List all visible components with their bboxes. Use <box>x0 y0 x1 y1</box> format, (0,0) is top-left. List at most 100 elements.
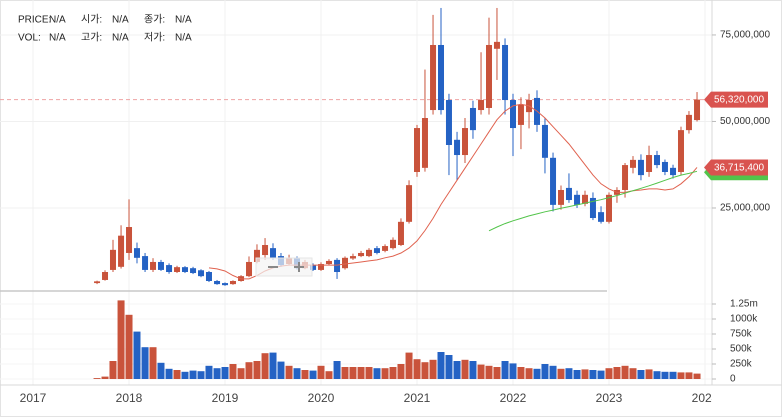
volume-tick-label: 500k <box>730 344 753 355</box>
volume-bar <box>597 370 605 379</box>
volume-bar <box>141 347 149 379</box>
volume-bar <box>461 359 469 379</box>
volume-bar <box>109 361 117 379</box>
volume-bar <box>685 372 693 379</box>
candle-body <box>390 239 397 249</box>
candle-body <box>454 139 461 156</box>
volume-bar <box>405 352 413 379</box>
volume-bar <box>213 368 221 379</box>
volume-bar <box>261 353 269 379</box>
price-tag-label: 36,715,400 <box>714 163 764 174</box>
volume-tick-label: 750k <box>730 329 753 340</box>
legend-label: 시가: <box>81 14 102 26</box>
legend-value: N/A <box>175 33 192 44</box>
candle-body <box>462 128 469 156</box>
volume-bar <box>173 370 181 379</box>
volume-bar <box>157 362 165 379</box>
volume-bar <box>557 368 565 379</box>
volume-bar <box>605 368 613 379</box>
volume-bar <box>325 371 333 379</box>
candle-body <box>502 44 509 101</box>
candle-body <box>198 270 205 277</box>
candle-body <box>574 194 581 205</box>
volume-bar <box>437 352 445 379</box>
volume-bar <box>549 365 557 379</box>
volume-tick-label: 1000k <box>730 314 758 325</box>
volume-bar <box>357 367 365 379</box>
volume-bar <box>197 371 205 379</box>
volume-bar <box>629 368 637 379</box>
x-tick-label: 2020 <box>308 391 335 405</box>
candle-body <box>190 268 197 274</box>
candle-body <box>246 261 253 277</box>
candle-body <box>677 130 684 172</box>
candle-body <box>102 272 109 280</box>
volume-bar <box>269 352 277 379</box>
x-tick-label: 2019 <box>212 391 239 405</box>
candle-body <box>510 100 517 129</box>
zoom-control <box>255 257 313 277</box>
volume-bar <box>93 378 101 379</box>
candle-body <box>694 99 701 121</box>
volume-bar <box>293 368 301 379</box>
candle-body <box>342 257 349 269</box>
candle-body <box>142 256 149 270</box>
candle-body <box>157 261 164 270</box>
volume-bar <box>669 371 677 379</box>
candle-body <box>517 104 524 125</box>
candle-body <box>598 212 605 222</box>
candle-body <box>373 248 380 253</box>
candle-body <box>406 185 413 222</box>
volume-bar <box>237 368 245 379</box>
candle-body <box>318 264 325 270</box>
x-tick-label: 2017 <box>20 391 47 405</box>
legend-value: N/A <box>112 33 129 44</box>
candle-body <box>430 44 437 111</box>
x-tick-label: 2022 <box>500 391 527 405</box>
volume-bar <box>205 365 213 379</box>
x-tick-label: 2023 <box>596 391 623 405</box>
x-tick-label: 2024 <box>692 391 719 405</box>
x-tick-label: 2018 <box>116 391 143 405</box>
volume-bar <box>485 365 493 379</box>
legend-label: 저가: <box>144 32 165 44</box>
volume-bar <box>637 370 645 379</box>
y-tick-label: 50,000,000 <box>720 116 770 127</box>
candle-body <box>174 267 181 273</box>
candle-body <box>205 272 212 282</box>
volume-tick-label: 0 <box>730 374 736 385</box>
candle-body <box>262 245 269 256</box>
candle-body <box>109 249 116 270</box>
volume-bar <box>221 367 229 379</box>
volume-bar <box>413 359 421 379</box>
legend-value: N/A <box>112 15 129 26</box>
volume-bar <box>645 369 653 379</box>
axes: 25,000,000 50,000,000 75,000,000 0 250k 500k 7… <box>704 30 770 385</box>
volume-bar <box>229 364 237 379</box>
volume-bar <box>253 361 261 379</box>
volume-bar <box>101 376 109 379</box>
volume-bar <box>181 371 189 379</box>
legend-label: 고가: <box>81 32 102 44</box>
volume-bar <box>501 361 509 379</box>
volume-bar <box>661 371 669 379</box>
candle-body <box>181 267 188 273</box>
candle-body <box>605 194 612 222</box>
price-tag <box>704 91 768 108</box>
legend-label: 종가: <box>144 14 165 26</box>
volume-bar <box>581 369 589 379</box>
legend-label: PRICE: <box>18 15 51 26</box>
candle-body <box>622 165 629 190</box>
volume-tick-label: 250k <box>730 359 753 370</box>
x-tick-label: 2021 <box>404 391 431 405</box>
volume-bar <box>301 370 309 379</box>
candle-body <box>118 235 125 267</box>
candle-body <box>414 128 421 172</box>
volume-bar <box>477 364 485 379</box>
volume-bar <box>277 361 285 379</box>
volume-bar <box>381 368 389 379</box>
y-tick-label: 25,000,000 <box>720 203 770 214</box>
zoom-in[interactable] <box>294 262 304 272</box>
volume-bar <box>389 367 397 379</box>
